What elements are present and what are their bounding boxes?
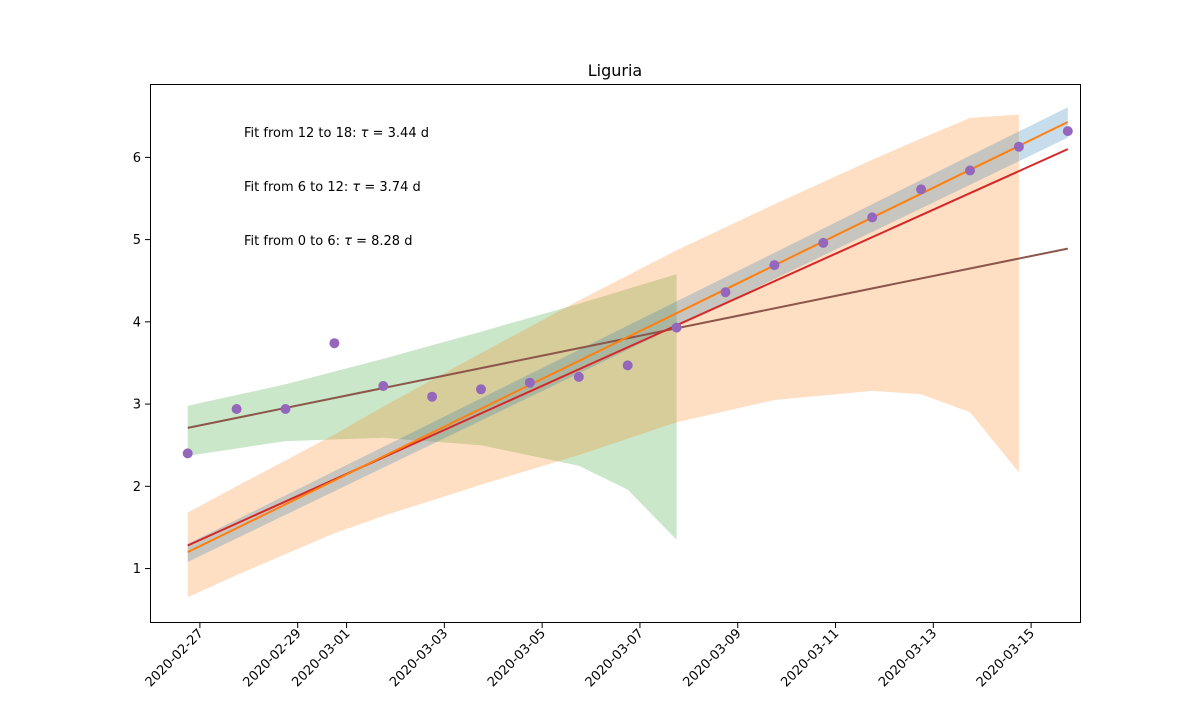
- fit-annotation-prefix: Fit from 0 to 6:: [244, 234, 344, 249]
- data-point: [720, 287, 731, 298]
- data-point: [818, 237, 829, 248]
- y-tick-label: 2: [133, 480, 141, 495]
- data-point: [1013, 141, 1024, 152]
- y-tick-label: 5: [133, 233, 141, 248]
- data-point: [965, 165, 975, 176]
- data-point: [622, 360, 633, 371]
- data-point: [378, 381, 389, 391]
- data-point: [1062, 126, 1073, 137]
- y-tick-label: 3: [133, 398, 141, 413]
- chart-title: Liguria: [588, 61, 642, 80]
- confidence-band-2: [187, 114, 1019, 598]
- confidence-band-3: [187, 107, 1068, 562]
- points-layer: [182, 126, 1073, 459]
- data-point: [476, 384, 486, 395]
- y-axis: 1 2 3 4 5 6: [133, 151, 150, 577]
- confidence-band-1: [187, 274, 677, 540]
- fit-annotation-tau: τ: [352, 180, 360, 195]
- y-tick-label: 6: [133, 151, 141, 166]
- plot-area-frame: [150, 84, 1081, 623]
- fit-annotation-tau: τ: [361, 126, 369, 141]
- fit-annotation-tau: τ: [344, 234, 352, 249]
- data-point: [524, 377, 535, 388]
- fit-annotation-value: = 8.28 d: [352, 234, 413, 249]
- fit-annotation-value: = 3.44 d: [369, 126, 430, 141]
- data-point: [182, 448, 193, 459]
- data-point: [867, 212, 878, 223]
- fit-annotation: Fit from 6 to 12: τ = 3.74 d: [244, 180, 421, 195]
- data-point: [671, 322, 682, 333]
- data-point: [916, 184, 927, 195]
- data-point: [280, 404, 291, 414]
- data-point: [769, 260, 780, 271]
- annotations-layer: Fit from 12 to 18: τ = 3.44 d Fit from 6 …: [244, 126, 429, 249]
- bands-layer: [187, 107, 1068, 598]
- fit-annotation-prefix: Fit from 6 to 12:: [244, 180, 352, 195]
- y-tick-label: 1: [133, 562, 141, 577]
- data-point: [427, 391, 438, 402]
- fit-annotation-value: = 3.74 d: [360, 180, 421, 195]
- fit-annotation: Fit from 12 to 18: τ = 3.44 d: [244, 126, 429, 141]
- y-tick-label: 4: [133, 315, 141, 330]
- data-point: [573, 371, 584, 382]
- fit-annotation-prefix: Fit from 12 to 18:: [244, 126, 361, 141]
- fit-line-1: [187, 247, 1068, 429]
- fit-annotation: Fit from 0 to 6: τ = 8.28 d: [244, 234, 412, 249]
- data-point: [329, 338, 340, 349]
- data-point: [231, 404, 242, 414]
